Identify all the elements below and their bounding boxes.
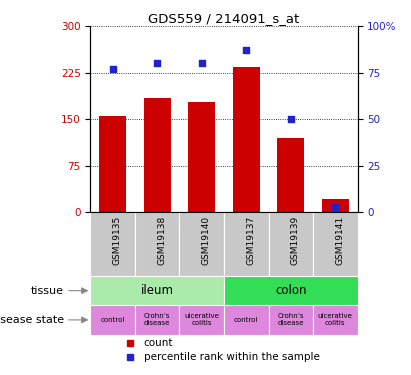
Text: GSM19135: GSM19135: [113, 216, 122, 265]
Text: colon: colon: [275, 284, 307, 297]
Point: [332, 204, 339, 210]
Bar: [99, 116, 126, 212]
Text: GSM19138: GSM19138: [157, 216, 166, 265]
Text: ulcerative
colitis: ulcerative colitis: [318, 314, 353, 326]
Point: [154, 60, 161, 66]
Text: GSM19137: GSM19137: [246, 216, 255, 265]
Text: Crohn’s
disease: Crohn’s disease: [144, 314, 171, 326]
Bar: [144, 98, 171, 212]
Bar: [135, 305, 180, 334]
Bar: [224, 276, 358, 305]
Bar: [268, 305, 313, 334]
Bar: [224, 305, 268, 334]
Title: GDS559 / 214091_s_at: GDS559 / 214091_s_at: [148, 12, 300, 25]
Text: count: count: [144, 338, 173, 348]
Text: control: control: [101, 317, 125, 323]
Bar: [277, 138, 304, 212]
Text: GSM19141: GSM19141: [335, 216, 344, 265]
Text: disease state: disease state: [0, 315, 64, 325]
Text: control: control: [234, 317, 259, 323]
Bar: [224, 212, 268, 276]
Text: percentile rank within the sample: percentile rank within the sample: [144, 352, 320, 362]
Bar: [90, 276, 224, 305]
Text: GSM19140: GSM19140: [202, 216, 211, 265]
Text: Crohn’s
disease: Crohn’s disease: [277, 314, 304, 326]
Bar: [233, 66, 260, 212]
Point: [243, 47, 249, 53]
Bar: [322, 199, 349, 212]
Bar: [90, 212, 135, 276]
Bar: [135, 212, 180, 276]
Text: tissue: tissue: [31, 286, 64, 296]
Bar: [188, 102, 215, 212]
Point: [199, 60, 205, 66]
Bar: [180, 212, 224, 276]
Text: ileum: ileum: [141, 284, 174, 297]
Text: GSM19139: GSM19139: [291, 216, 300, 265]
Point: [109, 66, 116, 72]
Bar: [313, 212, 358, 276]
Text: ulcerative
colitis: ulcerative colitis: [184, 314, 219, 326]
Point: [287, 116, 294, 122]
Bar: [90, 305, 135, 334]
Bar: [313, 305, 358, 334]
Bar: [180, 305, 224, 334]
Bar: [268, 212, 313, 276]
